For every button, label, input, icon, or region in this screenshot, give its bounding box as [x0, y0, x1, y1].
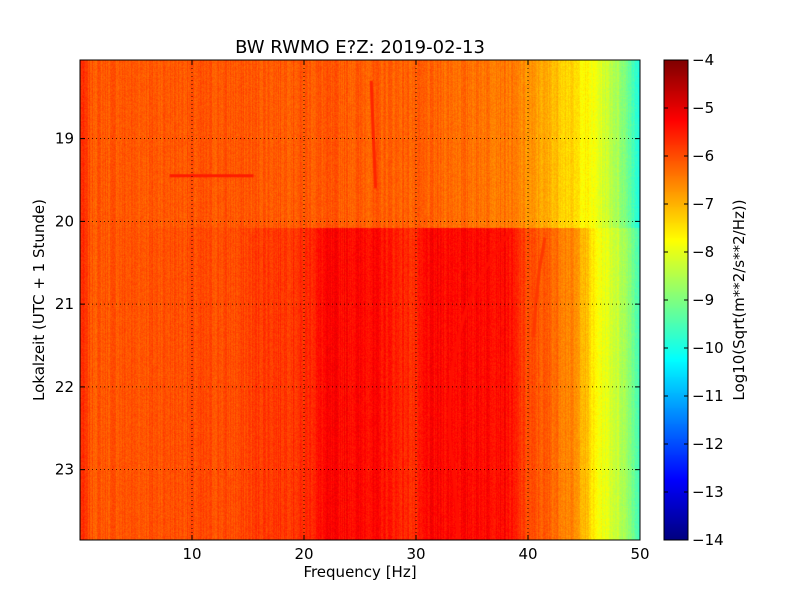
colorbar-tick-label: −6 [692, 147, 714, 165]
colorbar-tick-label: −4 [692, 51, 714, 69]
colorbar-tick-label: −7 [692, 195, 714, 213]
x-tick-label: 10 [182, 545, 201, 563]
x-tick-label: 40 [518, 545, 537, 563]
y-tick-label: 22 [55, 378, 74, 396]
plot-area [79, 59, 641, 541]
colorbar: −4 −5 −6 −7 −8 −9 −10 −11 −12 −13 −14 Log10(Sqrt(m… [663, 51, 748, 549]
colorbar-tick-label: −9 [692, 291, 714, 309]
y-axis: 19 20 21 22 23 [55, 130, 640, 479]
colorbar-tick-label: −11 [692, 387, 724, 405]
plot-frame [79, 59, 641, 541]
chart-title: BW RWMO E?Z: 2019-02-13 [235, 37, 485, 58]
y-tick-label: 21 [55, 295, 74, 313]
x-tick-label: 50 [630, 545, 649, 563]
y-axis-label: Lokalzeit (UTC + 1 Stunde) [30, 199, 48, 401]
y-tick-label: 19 [55, 130, 74, 148]
grid-lines [80, 60, 640, 540]
colorbar-ticks: −4 −5 −6 −7 −8 −9 −10 −11 −12 −13 −14 [664, 51, 724, 549]
colorbar-tick-label: −14 [692, 531, 724, 549]
y-tick-label: 23 [55, 461, 74, 479]
colorbar-tick-label: −5 [692, 99, 714, 117]
colorbar-tick-label: −13 [692, 483, 724, 501]
colorbar-tick-label: −8 [692, 243, 714, 261]
x-tick-label: 20 [294, 545, 313, 563]
colorbar-tick-label: −10 [692, 339, 724, 357]
heatmap-canvas [80, 60, 640, 540]
y-tick-label: 20 [55, 212, 74, 230]
x-axis: 10 20 30 40 50 [182, 60, 650, 563]
x-tick-label: 30 [406, 545, 425, 563]
colorbar-label: Log10(Sqrt(m**2/s**2/Hz)) [730, 199, 748, 400]
x-axis-label: Frequency [Hz] [303, 563, 416, 581]
colorbar-tick-label: −12 [692, 435, 724, 453]
